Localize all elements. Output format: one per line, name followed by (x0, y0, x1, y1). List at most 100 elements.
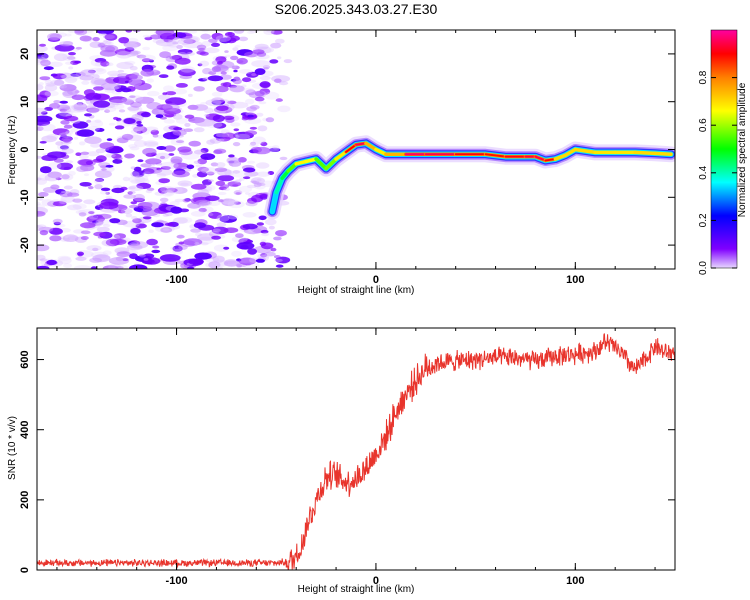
noise-blob (130, 201, 138, 205)
noise-blob (259, 193, 269, 200)
noise-blob (208, 213, 214, 216)
noise-blob (77, 102, 83, 106)
noise-blob (125, 213, 133, 218)
noise-blob (177, 38, 193, 45)
noise-blob (272, 145, 280, 150)
noise-blob (98, 32, 107, 36)
noise-blob (90, 78, 107, 85)
noise-blob (89, 257, 102, 263)
noise-blob (92, 254, 111, 263)
noise-blob (118, 37, 130, 44)
noise-blob (128, 105, 143, 113)
noise-blob (206, 139, 216, 145)
noise-blob (213, 122, 227, 129)
noise-blob (110, 85, 119, 90)
snr-frame (36, 327, 676, 571)
noise-blob (274, 78, 282, 84)
noise-blob (245, 98, 255, 105)
noise-blob (128, 190, 136, 194)
noise-blob (254, 183, 266, 190)
noise-blob (139, 54, 156, 62)
noise-blob (72, 198, 83, 203)
colorbar-tick-label: 0.0 (698, 261, 709, 275)
noise-blob (211, 97, 225, 104)
noise-blob (236, 242, 255, 250)
noise-blob (41, 135, 57, 143)
noise-blob (68, 66, 74, 70)
noise-blob (256, 171, 271, 177)
noise-blob (196, 44, 207, 50)
noise-blob (37, 52, 49, 60)
noise-blob (173, 162, 189, 170)
noise-blob (216, 105, 229, 111)
spectrogram-ytick-label: -20 (19, 237, 31, 253)
noise-blob (63, 41, 73, 46)
noise-blob (115, 266, 124, 269)
noise-blob (133, 193, 145, 202)
noise-blob (259, 241, 267, 246)
noise-blob (166, 65, 175, 70)
noise-blob (123, 118, 136, 124)
noise-blob (37, 107, 48, 115)
noise-blob (134, 140, 147, 148)
noise-blob (220, 82, 228, 87)
noise-blob (52, 128, 70, 136)
noise-blob (64, 76, 78, 84)
noise-blob (155, 114, 164, 118)
snr-xtick-label: 100 (566, 575, 584, 587)
noise-blob (245, 200, 258, 207)
noise-blob (92, 74, 100, 80)
colorbar-tick-label: 0.8 (698, 70, 709, 84)
noise-blob (38, 82, 44, 86)
noise-blob (152, 245, 160, 249)
noise-blob (140, 163, 152, 168)
noise-blob (190, 197, 206, 205)
noise-blob (195, 232, 202, 237)
noise-blob (228, 154, 235, 158)
noise-blob (275, 264, 284, 268)
noise-blob (75, 71, 86, 77)
noise-blob (197, 233, 216, 241)
noise-blob (128, 186, 136, 190)
noise-blob (78, 212, 87, 217)
noise-blob (108, 96, 128, 104)
noise-blob (37, 115, 53, 123)
noise-blob (80, 236, 89, 240)
noise-blob (129, 50, 141, 55)
noise-blob (223, 246, 230, 250)
noise-blob (37, 155, 43, 159)
noise-blob (212, 259, 229, 267)
noise-blob (146, 102, 162, 110)
noise-blob (132, 197, 145, 203)
noise-blob (70, 72, 82, 77)
noise-blob (277, 233, 284, 237)
noise-blob (161, 189, 175, 197)
noise-blob (68, 170, 76, 176)
noise-blob (197, 158, 207, 165)
noise-blob (127, 95, 144, 102)
noise-blob (186, 164, 195, 170)
noise-blob (128, 175, 146, 183)
noise-blob (128, 185, 144, 192)
noise-blob (183, 238, 203, 246)
noise-blob (59, 191, 73, 198)
noise-blob (239, 69, 253, 74)
noise-blob (227, 156, 240, 164)
noise-blob (86, 245, 102, 252)
noise-blob (58, 109, 73, 117)
noise-blob (193, 149, 206, 155)
noise-blob (130, 129, 141, 135)
noise-blob (140, 111, 151, 118)
noise-blob (159, 254, 181, 262)
noise-blob (200, 148, 209, 153)
noise-blob (205, 195, 220, 202)
noise-blob (237, 157, 247, 163)
noise-blob (247, 114, 255, 118)
noise-blob (135, 96, 155, 104)
noise-blob (170, 138, 185, 146)
noise-blob (146, 78, 154, 83)
noise-blob (175, 83, 188, 88)
noise-blob (66, 204, 82, 211)
noise-blob (232, 184, 239, 187)
noise-blob (157, 94, 171, 100)
